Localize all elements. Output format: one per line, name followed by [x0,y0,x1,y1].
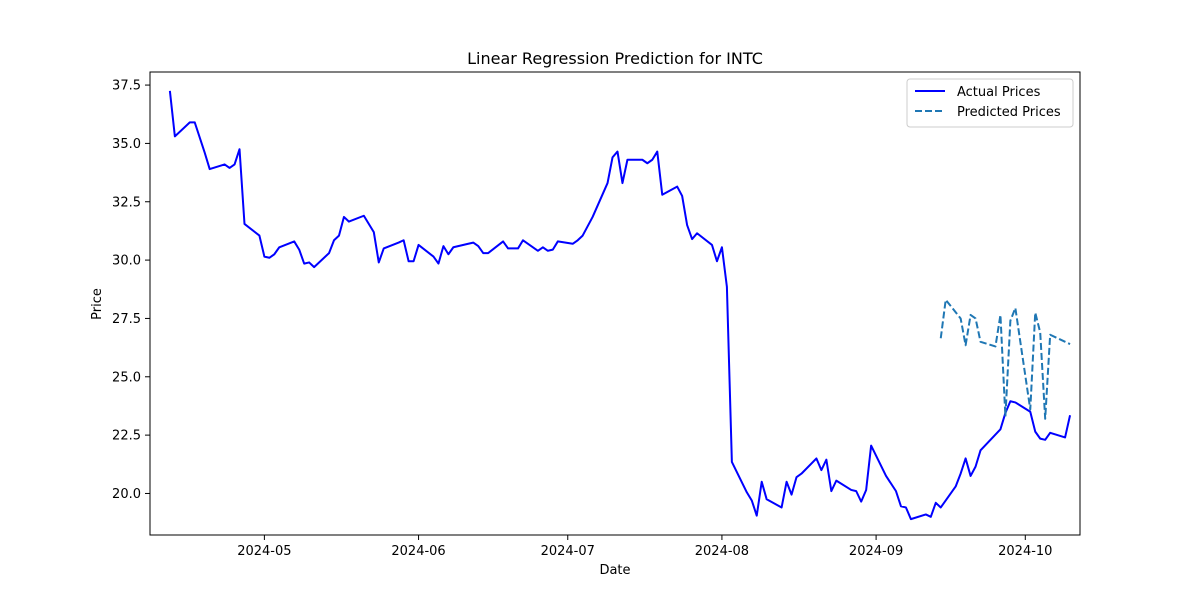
x-tick-label: 2024-08 [695,544,749,559]
legend-label-actual: Actual Prices [957,85,1041,100]
plot-frame [149,71,1081,536]
y-tick-label: 35.0 [112,137,141,152]
y-tick-label: 32.5 [112,195,141,210]
series-layer [168,90,1072,521]
legend: Actual Prices Predicted Prices [906,78,1074,128]
x-tick-label: 2024-10 [998,544,1052,559]
y-tick-label: 20.0 [112,487,141,502]
x-axis-title: Date [599,563,630,578]
y-tick-label: 37.5 [112,79,141,94]
y-axis: 20.0 22.5 25.0 27.5 30.0 32.5 35.0 37.5 [112,79,150,502]
legend-label-predicted: Predicted Prices [957,105,1061,120]
chart-title: Linear Regression Prediction for INTC [467,49,763,68]
y-tick-label: 27.5 [112,312,141,327]
x-tick-label: 2024-06 [391,544,445,559]
x-tick-label: 2024-09 [849,544,903,559]
x-tick-label: 2024-05 [237,544,291,559]
series-line-actual-prices [168,90,1072,521]
x-tick-label: 2024-07 [541,544,595,559]
x-axis: 2024-05 2024-06 2024-07 2024-08 2024-09 2024-… [237,535,1052,559]
y-tick-label: 22.5 [112,429,141,444]
series-line-predicted-prices [939,298,1071,420]
legend-box [906,78,1074,128]
plot-area [149,71,1081,536]
y-tick-label: 25.0 [112,370,141,385]
y-axis-title: Price [90,288,105,320]
y-tick-label: 30.0 [112,254,141,269]
